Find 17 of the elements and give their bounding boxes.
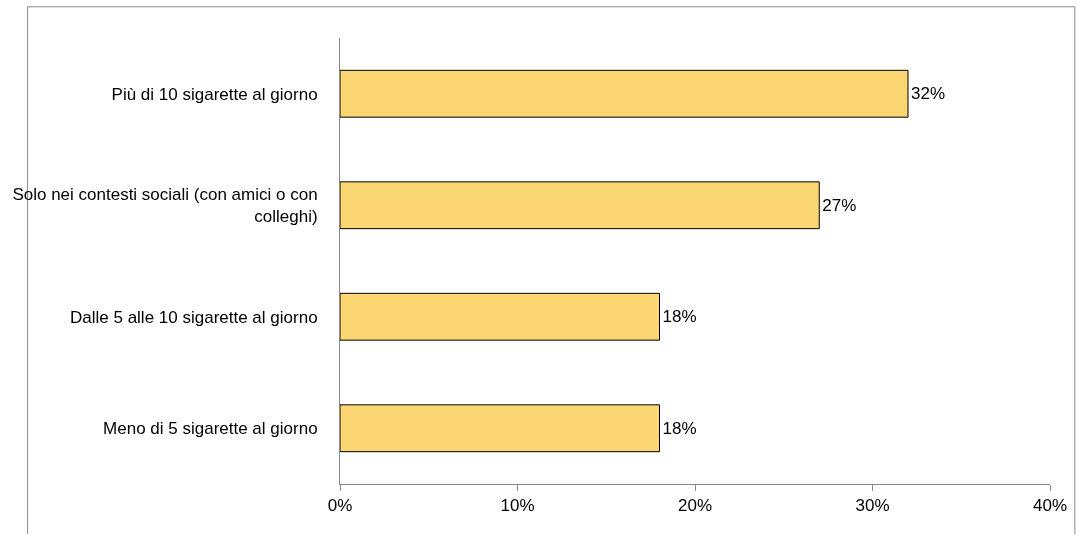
y-tick-label: Meno di 5 sigarette al giorno [103, 419, 318, 439]
x-tick-label: 0% [327, 496, 353, 516]
x-tick-label: 10% [500, 496, 535, 516]
y-tick-label: Dalle 5 alle 10 sigarette al giorno [69, 307, 318, 327]
bar [340, 404, 660, 453]
data-label: 32% [911, 84, 946, 104]
data-label: 18% [662, 418, 697, 438]
data-label: 18% [662, 307, 697, 327]
data-label: 27% [822, 195, 857, 215]
bar [340, 292, 660, 341]
x-tick-label: 20% [677, 496, 713, 516]
bar [340, 69, 909, 118]
y-tick-label: Solo nei contesti sociali (con amici o con colleghi) [12, 185, 318, 227]
bar [340, 181, 820, 230]
y-tick-label: Più di 10 sigarette al giorno [111, 84, 318, 104]
x-tick-label: 40% [1032, 496, 1068, 516]
x-tick-label: 30% [855, 496, 890, 516]
